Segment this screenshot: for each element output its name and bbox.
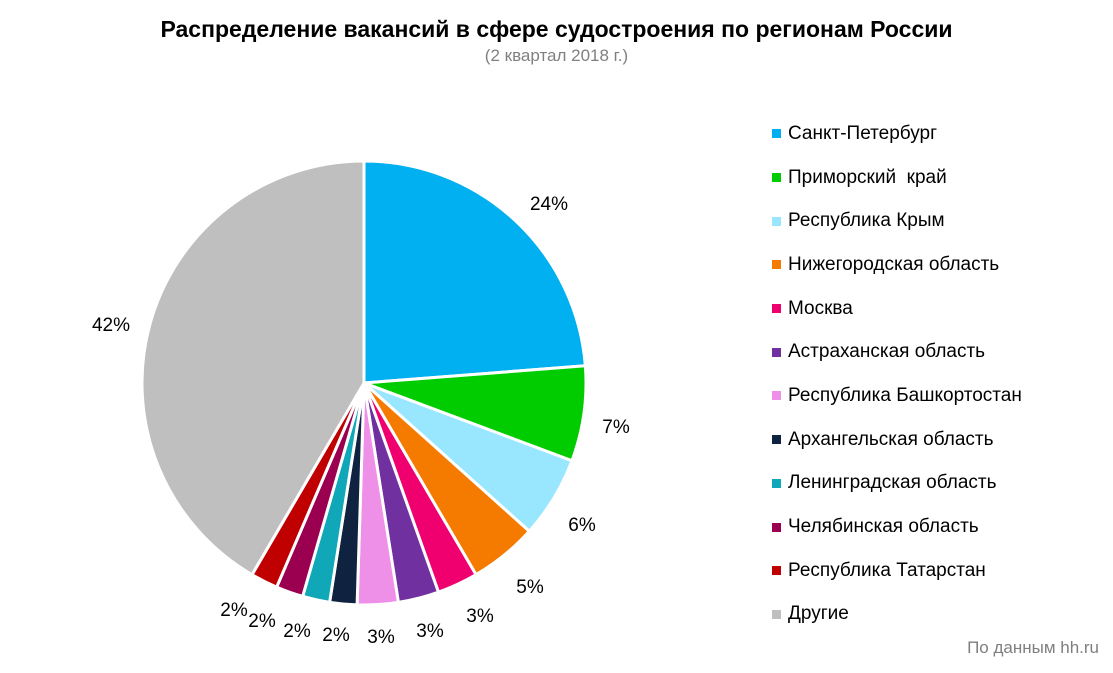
chart-subtitle: (2 квартал 2018 г.)	[484, 46, 629, 65]
legend-swatch	[772, 260, 781, 270]
legend-swatch	[772, 609, 781, 619]
source-note: По данным hh.ru	[967, 638, 1099, 657]
legend-item: Челябинская область	[772, 505, 1022, 549]
legend-label: Челябинская область	[788, 516, 979, 538]
legend-item: Республика Башкортостан	[772, 374, 1022, 418]
legend-item: Нижегородская область	[772, 243, 1022, 287]
legend-swatch	[772, 391, 781, 401]
data-label: 2%	[322, 625, 350, 646]
data-label: 24%	[530, 194, 568, 215]
legend-swatch	[772, 216, 781, 226]
legend-swatch	[772, 435, 781, 445]
legend-label: Санкт-Петербург	[788, 122, 938, 144]
legend-swatch	[772, 478, 781, 488]
legend-label: Республика Крым	[788, 210, 945, 232]
legend-swatch	[772, 522, 781, 532]
legend-item: Приморский край	[772, 156, 1022, 200]
legend-label: Москва	[788, 297, 853, 319]
data-label: 5%	[516, 577, 544, 598]
legend-label: Приморский край	[788, 166, 947, 188]
legend: Санкт-Петербург Приморский край Республика…	[772, 112, 1022, 636]
data-label: 2%	[248, 611, 276, 632]
legend-label: Республика Башкортостан	[788, 384, 1022, 406]
legend-item: Архангельская область	[772, 418, 1022, 462]
legend-item: Москва	[772, 287, 1022, 331]
legend-item: Ленинградская область	[772, 462, 1022, 506]
legend-label: Архангельская область	[788, 428, 994, 450]
legend-item: Республика Крым	[772, 199, 1022, 243]
legend-item: Другие	[772, 593, 1022, 637]
legend-swatch	[772, 566, 781, 576]
legend-swatch	[772, 304, 781, 314]
data-label: 2%	[283, 621, 311, 642]
legend-item: Республика Татарстан	[772, 549, 1022, 593]
legend-label: Ленинградская область	[788, 472, 997, 494]
legend-swatch	[772, 129, 781, 139]
legend-label: Астраханская область	[788, 341, 986, 363]
legend-label: Республика Татарстан	[788, 559, 986, 581]
legend-item: Санкт-Петербург	[772, 112, 1022, 156]
chart-title: Распределение вакансий в сфере судострое…	[160, 16, 953, 42]
data-label: 42%	[92, 315, 130, 336]
data-label: 3%	[367, 627, 395, 648]
data-label: 7%	[602, 417, 630, 438]
pie-slice	[362, 159, 587, 385]
data-label: 2%	[220, 600, 248, 621]
pie-slice	[140, 159, 366, 577]
legend-label: Другие	[788, 603, 849, 625]
data-label: 3%	[466, 606, 494, 627]
legend-label: Нижегородская область	[788, 253, 1000, 275]
legend-swatch	[772, 347, 781, 357]
data-label: 3%	[416, 621, 444, 642]
legend-swatch	[772, 173, 781, 183]
legend-item: Астраханская область	[772, 330, 1022, 374]
data-label: 6%	[568, 515, 596, 536]
